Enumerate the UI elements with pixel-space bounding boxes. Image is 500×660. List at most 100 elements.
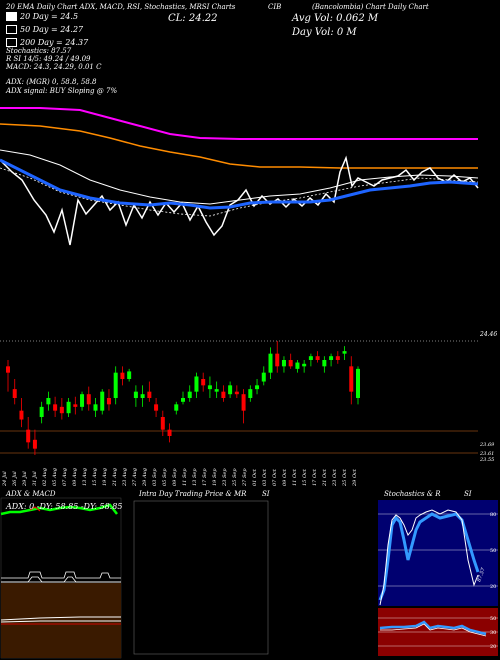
signal-dashed-line [0, 167, 479, 217]
date-tick-label: 13 Sep [192, 468, 198, 486]
company-label: (Bancolombia) Chart Daily Chart [312, 3, 429, 11]
candle-body [268, 353, 273, 373]
date-tick-label: 23 Aug [122, 468, 128, 487]
date-tick-label: 17 Oct [312, 468, 318, 486]
candle-body [86, 394, 91, 405]
candle-body [73, 404, 78, 407]
ema20-line [0, 149, 479, 205]
candle-body [288, 360, 293, 367]
candle-body [342, 351, 347, 354]
ema50-line [0, 123, 478, 169]
rsi-white-line [380, 623, 487, 637]
candle-body [174, 404, 179, 411]
candle-body [349, 366, 354, 392]
chart-header-line: 20 EMA Daily Chart ADX, MACD, RSI, Stoch… [6, 3, 236, 11]
date-tick-label: 25 Sep [232, 468, 238, 487]
candle-body [248, 389, 253, 398]
candle-body [295, 362, 300, 369]
candle-body [32, 439, 37, 449]
date-tick-label: 31 Jul [32, 471, 38, 486]
candle-body [154, 404, 159, 411]
candle-body [93, 404, 98, 411]
price-low-label-3: 23.55 [479, 457, 494, 463]
candle-body [100, 391, 105, 411]
date-tick-label: 26 Jul [12, 471, 18, 487]
legend-ema20: 20 Day = 24.5 [6, 12, 78, 21]
date-tick-label: 21 Aug [112, 468, 118, 487]
adx-green-line [0, 503, 118, 516]
price-low-label-1: 23.69 [479, 442, 495, 448]
stoch-value-label: 87.57 [476, 566, 487, 582]
candlestick-group [6, 341, 360, 455]
date-tick-label: 19 Sep [212, 468, 218, 486]
candle-body [329, 356, 334, 360]
date-tick-label: 11 Oct [292, 468, 298, 486]
date-tick-label: 09 Sep [172, 468, 178, 486]
adx-panel-title: ADX & MACD [6, 490, 56, 498]
candle-body [255, 385, 260, 390]
date-tick-label: 02 Aug [42, 468, 48, 486]
rsi-blue-line [379, 620, 487, 636]
candle-body [187, 391, 192, 398]
legend-label-ema20: 20 Day = 24.5 [20, 12, 79, 21]
rsi-readout: R SI 14/5: 49.24 / 49.09 [6, 55, 91, 63]
avg-volume: Avg Vol: 0.062 M [292, 13, 379, 24]
candle-body [120, 372, 125, 379]
date-tick-label: 07 Aug [62, 468, 68, 486]
adx-white-humps [1, 571, 121, 583]
candle-body [66, 401, 71, 414]
candle-body [315, 356, 320, 360]
date-tick-label: 03 Sep [152, 468, 158, 486]
candle-body [241, 394, 246, 411]
date-tick-label: 19 Aug [102, 468, 108, 486]
day-volume: Day Vol: 0 M [292, 27, 357, 38]
candle-body [12, 389, 17, 398]
price-top-label: 24.46 [479, 331, 497, 338]
mrsi-panel [133, 500, 269, 655]
date-tick-label: 23 Sep [222, 468, 228, 487]
date-tick-label: 07 Oct [272, 468, 278, 486]
stochastics-readout: Stochastics: 87.57 [6, 47, 72, 55]
legend-ema200: 200 Day = 24.37 [6, 38, 88, 47]
candle-body [228, 385, 233, 395]
candle-body [26, 429, 31, 443]
stoch-panel-title-si: SI [464, 490, 472, 498]
legend-label-ema50: 50 Day = 24.27 [20, 25, 84, 34]
candle-body [281, 360, 286, 367]
candle-body [201, 379, 206, 386]
date-tick-label: 11 Sep [182, 468, 188, 486]
candle-body [275, 353, 280, 367]
date-tick-label: 29 Jul [22, 471, 28, 487]
rsi-tick-50: 50 [490, 616, 496, 622]
date-tick-label: 25 Oct [342, 468, 348, 487]
candle-body [160, 417, 165, 430]
date-tick-label: 24 Jul [2, 471, 8, 487]
mrsi-panel-title-si: SI [262, 490, 270, 498]
date-tick-label: 09 Oct [282, 468, 288, 486]
macd-lines [0, 616, 121, 623]
date-tick-label: 27 Sep [242, 468, 248, 487]
adx-signal-readout: ADX signal: BUY Sloping @ 7% [6, 87, 118, 95]
adx-readout: ADX: (MGR) 0, 58.8, 58.8 [6, 78, 97, 86]
legend-swatch-ema20 [6, 12, 17, 21]
stoch-white-line [379, 509, 479, 606]
legend-swatch-ema200 [6, 38, 17, 47]
candle-body [46, 398, 51, 405]
candle-body [19, 410, 24, 420]
date-tick-label: 29 Aug [142, 468, 148, 487]
ema200-line [0, 107, 478, 140]
candle-body [147, 391, 152, 398]
date-tick-label: 15 Aug [92, 468, 98, 486]
ticker-label: CIB [268, 3, 282, 11]
price-line [0, 155, 479, 246]
date-tick-label: 09 Aug [72, 468, 78, 486]
adx-red-line [29, 506, 41, 512]
price-low-label-2: 23.61 [479, 451, 494, 457]
rsi-tick-20: 20 [490, 644, 496, 650]
candle-body [133, 391, 138, 398]
candle-body [53, 404, 58, 411]
candle-body [322, 360, 327, 367]
date-tick-label: 29 Oct [352, 468, 358, 487]
mrsi-panel-title: Intra Day Trading Price & MR [139, 490, 247, 498]
candle-body [194, 376, 199, 392]
